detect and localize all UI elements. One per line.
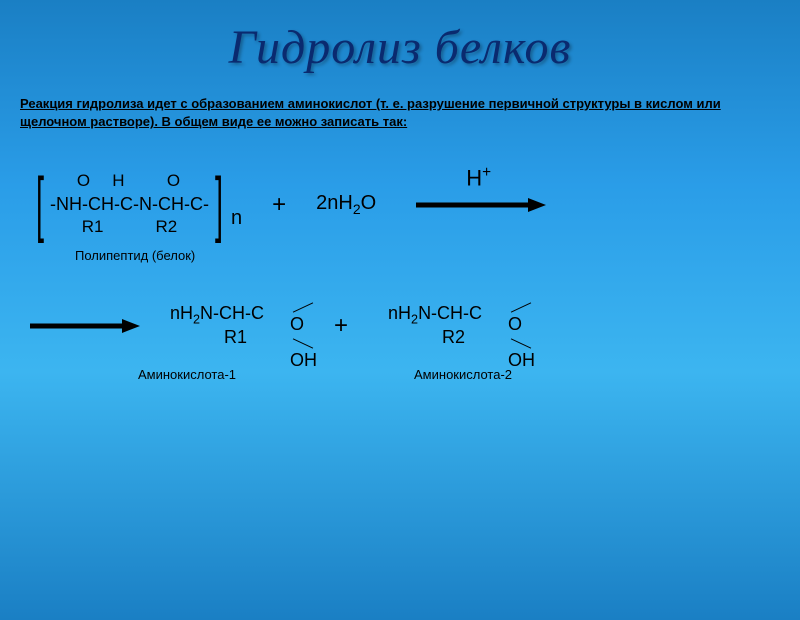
aa2-rest: N-CH-C xyxy=(418,303,482,323)
water-coef: 2n xyxy=(316,192,338,214)
hplus-h: H xyxy=(466,165,482,190)
water-h: H xyxy=(338,192,352,214)
water-o: O xyxy=(361,192,377,214)
aa1-rest: N-CH-C xyxy=(200,303,264,323)
bond-line-icon xyxy=(293,302,313,312)
equation-row-1: [ O H O -NH-CH-C-N-CH-C- R1 R2 ] n + 2nH… xyxy=(30,171,770,237)
aa2-h: H xyxy=(398,303,411,323)
subscript-n: n xyxy=(231,207,242,230)
equation-row-2: nH2N-CH-C R1 O OH + nH2N-CH-C R2 O OH xyxy=(30,303,770,349)
plus-sign-2: + xyxy=(334,312,348,340)
hplus-plus: + xyxy=(482,164,491,181)
bracket-left: [ xyxy=(36,179,44,229)
arrow-icon xyxy=(30,319,140,333)
aa1-formula: nH2N-CH-C R1 O OH xyxy=(170,303,264,349)
amino-acid-labels: Аминокислота-1 Аминокислота-2 xyxy=(138,367,800,382)
bond-line-icon xyxy=(293,338,313,348)
aa2-sub: 2 xyxy=(411,312,418,326)
water-formula: 2nH2O xyxy=(316,192,376,217)
slide-title: Гидролиз белков xyxy=(0,20,800,75)
aa2-oh: OH xyxy=(508,350,535,370)
bond-line-icon xyxy=(511,338,531,348)
aa1-ooh: O OH xyxy=(290,297,317,369)
aa1-sub: 2 xyxy=(193,312,200,326)
aa1-r: R1 xyxy=(224,327,264,349)
amino-acid-2: nH2N-CH-C R2 O OH xyxy=(388,303,482,349)
bracket-right: ] xyxy=(215,179,223,229)
plus-sign-1: + xyxy=(272,191,286,219)
polypeptide-formula: O H O -NH-CH-C-N-CH-C- R1 R2 xyxy=(50,171,209,237)
aa1-h: H xyxy=(180,303,193,323)
aa1-n: n xyxy=(170,303,180,323)
aa2-o: O xyxy=(508,314,522,334)
reaction-arrow-2 xyxy=(30,319,140,333)
aa2-formula: nH2N-CH-C R2 O OH xyxy=(388,303,482,349)
poly-mid: -NH-CH-C-N-CH-C- xyxy=(50,194,209,216)
reaction-arrow-1: H+ xyxy=(416,198,546,212)
h-plus-catalyst: H+ xyxy=(466,164,491,191)
poly-bot: R1 R2 xyxy=(50,217,209,237)
aa1-label: Аминокислота-1 xyxy=(138,367,236,382)
aa2-n: n xyxy=(388,303,398,323)
poly-top: O H O xyxy=(50,171,209,191)
bond-line-icon xyxy=(511,302,531,312)
aa1-oh: OH xyxy=(290,350,317,370)
polypeptide-label: Полипептид (белок) xyxy=(75,248,800,263)
aa2-label: Аминокислота-2 xyxy=(414,367,512,382)
aa1-o: O xyxy=(290,314,304,334)
arrow-icon xyxy=(416,198,546,212)
aa2-main: nH2N-CH-C xyxy=(388,303,482,328)
description-text: Реакция гидролиза идет с образованием ам… xyxy=(20,95,780,131)
aa2-r: R2 xyxy=(442,327,482,349)
water-sub: 2 xyxy=(353,201,361,217)
polypeptide-block: [ O H O -NH-CH-C-N-CH-C- R1 R2 ] n xyxy=(30,171,242,237)
aa2-ooh: O OH xyxy=(508,297,535,369)
amino-acid-1: nH2N-CH-C R1 O OH xyxy=(170,303,264,349)
aa1-main: nH2N-CH-C xyxy=(170,303,264,328)
